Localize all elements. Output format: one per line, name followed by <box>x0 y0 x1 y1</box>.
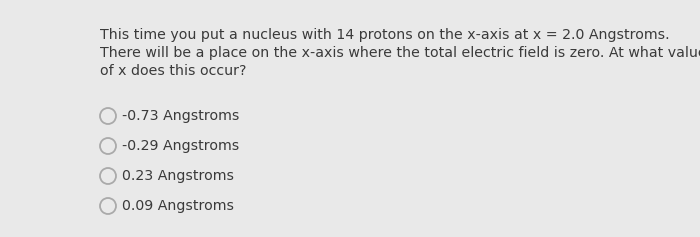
Text: -0.73 Angstroms: -0.73 Angstroms <box>122 109 239 123</box>
Text: 0.09 Angstroms: 0.09 Angstroms <box>122 199 234 213</box>
Text: 0.23 Angstroms: 0.23 Angstroms <box>122 169 234 183</box>
Text: This time you put a nucleus with 14 protons on the x-axis at x = 2.0 Angstroms.: This time you put a nucleus with 14 prot… <box>100 28 670 42</box>
Text: of x does this occur?: of x does this occur? <box>100 64 246 78</box>
Text: -0.29 Angstroms: -0.29 Angstroms <box>122 139 239 153</box>
Text: There will be a place on the x-axis where the total electric field is zero. At w: There will be a place on the x-axis wher… <box>100 46 700 60</box>
